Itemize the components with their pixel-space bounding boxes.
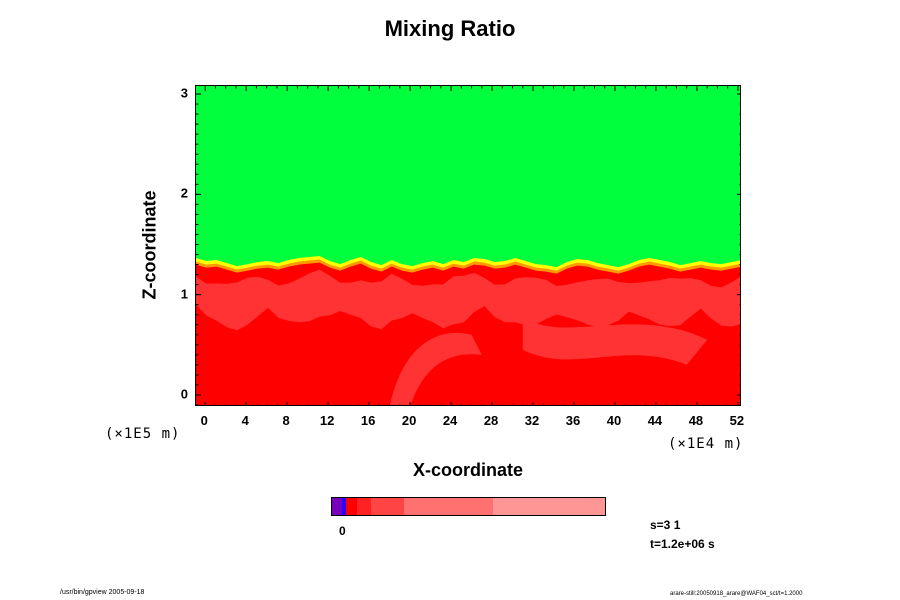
colorbar-cell	[346, 498, 358, 515]
x-scale-label: (×1E4 m)	[668, 436, 744, 452]
y-scale-label: (×1E5 m)	[105, 426, 181, 442]
colorbar-cell	[493, 498, 605, 515]
x-tick-label: 4	[241, 413, 249, 428]
y-tick-label: 2	[180, 185, 188, 201]
mixing-ratio-field	[196, 86, 740, 405]
x-tick-label: 32	[524, 413, 540, 428]
x-axis-label: X-coordinate	[412, 460, 523, 480]
colorbar-cell	[370, 498, 404, 515]
x-tick-label: 44	[647, 413, 663, 428]
y-tick-label: 1	[180, 286, 188, 302]
y-tick-label: 0	[180, 386, 188, 402]
mixed-swirl-east	[522, 316, 708, 365]
colorbar	[331, 497, 606, 516]
x-tick-label: 40	[606, 413, 622, 428]
info-s: s=3 1	[650, 518, 681, 532]
x-tick-label: 52	[729, 413, 745, 428]
colorbar-cell	[332, 498, 342, 515]
colorbar-cell	[341, 498, 347, 515]
colorbar-tick-label: 0	[339, 524, 346, 538]
x-tick-label: 28	[483, 413, 499, 428]
x-tick-label: 48	[688, 413, 704, 428]
x-tick-label: 36	[565, 413, 581, 428]
colorbar-cell	[403, 498, 494, 515]
chart-title: Mixing Ratio	[384, 16, 516, 41]
mixed-region	[196, 269, 740, 331]
y-tick-label: 3	[180, 85, 188, 101]
x-tick-label: 8	[282, 413, 290, 428]
footer-right: arare-still:20050918_arare@WAF04_sct/t=1…	[670, 591, 803, 597]
footer-left: /usr/bin/gpview 2005-09-18	[60, 589, 145, 596]
x-tick-label: 12	[319, 413, 335, 428]
x-tick-label: 0	[200, 413, 208, 428]
mixed-swirl-center	[390, 333, 482, 405]
x-tick-label: 24	[442, 413, 458, 428]
y-axis-label: Z-coordinate	[139, 190, 160, 300]
plot-area	[195, 85, 741, 406]
colorbar-cell	[357, 498, 371, 515]
upper-region	[196, 86, 740, 268]
x-tick-label: 20	[401, 413, 417, 428]
info-time: t=1.2e+06 s	[650, 537, 715, 551]
x-tick-label: 16	[360, 413, 376, 428]
